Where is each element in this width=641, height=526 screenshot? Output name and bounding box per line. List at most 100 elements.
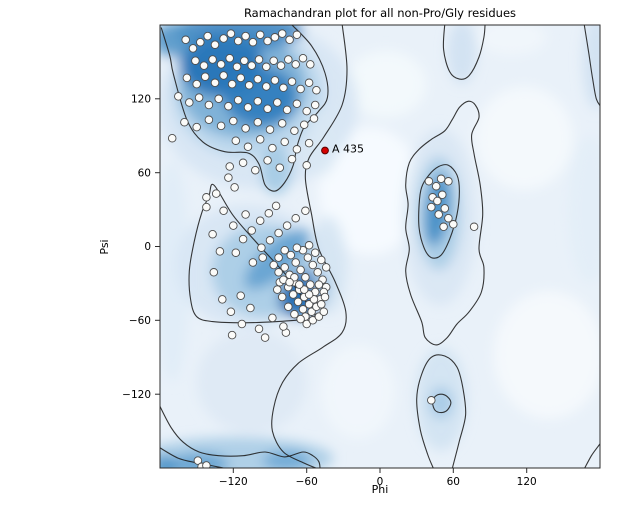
density-blob — [493, 290, 600, 419]
residue-point — [211, 189, 221, 198]
residue-point — [279, 83, 288, 93]
x-tick-label: 60 — [447, 476, 460, 488]
residue-point — [227, 79, 237, 89]
residue-point — [291, 258, 300, 267]
residue-point — [286, 250, 296, 260]
residue-point — [269, 260, 278, 270]
density-blob — [160, 160, 190, 382]
density-blob — [160, 455, 179, 468]
residue-annotation: A 435 — [332, 143, 364, 156]
density-blob — [196, 330, 307, 434]
residue-point — [277, 119, 287, 128]
residue-point — [210, 78, 220, 88]
residue-point — [192, 79, 201, 89]
residue-point — [274, 268, 283, 277]
residue-point — [263, 36, 272, 46]
x-tick-label: 0 — [377, 476, 384, 488]
contour-line — [416, 354, 467, 468]
contour-line — [271, 25, 348, 468]
residue-point — [269, 56, 278, 65]
residue-point — [304, 241, 314, 250]
residue-point — [225, 53, 234, 63]
residue-point — [265, 236, 275, 245]
residue-point — [424, 177, 434, 186]
residue-point — [219, 34, 228, 43]
residue-point — [280, 137, 289, 147]
highlighted-residue-point — [321, 146, 329, 155]
residue-point — [469, 222, 479, 232]
residue-point — [277, 29, 287, 38]
density-blob — [318, 127, 422, 256]
residue-point — [216, 121, 226, 131]
residue-point — [301, 273, 310, 282]
residue-point — [215, 247, 225, 256]
residue-point — [268, 143, 277, 153]
residue-point — [262, 62, 271, 72]
y-tick-label: −60 — [129, 315, 151, 327]
residue-point — [296, 265, 305, 275]
residue-point — [188, 44, 198, 53]
residue-point — [293, 297, 303, 307]
residue-point — [246, 303, 255, 313]
residue-point — [241, 210, 250, 219]
residue-point — [292, 99, 302, 109]
x-tick-label: −60 — [296, 476, 318, 488]
residue-point — [265, 125, 275, 134]
residue-point — [227, 330, 237, 340]
residue-point — [225, 162, 234, 171]
residue-point — [214, 94, 223, 104]
residue-point — [247, 226, 256, 235]
residue-point — [271, 201, 281, 211]
residue-point — [296, 314, 305, 324]
y-axis-label: Psi — [98, 239, 111, 254]
residue-point — [436, 174, 446, 184]
density-blob — [345, 50, 427, 118]
residue-point — [285, 35, 294, 45]
chart-title: Ramachandran plot for all non-Pro/Gly re… — [244, 6, 516, 20]
residue-point — [231, 248, 241, 257]
residue-point — [280, 263, 289, 272]
residue-point — [243, 103, 253, 112]
residue-point — [444, 177, 453, 186]
residue-point — [444, 213, 453, 223]
residue-point — [226, 307, 236, 316]
contour-line — [160, 405, 321, 468]
residue-point — [181, 35, 190, 45]
residue-point — [260, 333, 270, 342]
density-blob — [477, 25, 547, 55]
residue-point — [208, 229, 217, 239]
residue-point — [254, 55, 264, 64]
residue-point — [193, 456, 203, 465]
residue-point — [204, 115, 214, 125]
residue-point — [285, 277, 294, 287]
residue-point — [317, 255, 326, 265]
residue-point — [291, 213, 300, 223]
residue-point — [290, 309, 299, 319]
residue-point — [244, 81, 254, 90]
residue-point — [258, 253, 267, 262]
residue-point — [224, 173, 233, 182]
residue-point — [218, 295, 227, 304]
residue-point — [284, 55, 293, 64]
residue-point — [238, 234, 248, 244]
contour-line — [405, 100, 485, 346]
residue-point — [194, 93, 204, 102]
residue-point — [299, 120, 309, 129]
residue-point — [273, 98, 282, 107]
residue-point — [298, 53, 308, 63]
residue-point — [185, 98, 194, 107]
residue-point — [238, 158, 248, 168]
residue-point — [254, 324, 264, 334]
residue-point — [314, 280, 324, 289]
residue-point — [304, 78, 314, 88]
residue-point — [202, 202, 211, 212]
residue-point — [226, 29, 236, 38]
residue-point — [280, 245, 289, 255]
residue-point — [274, 228, 283, 238]
density-blob — [568, 135, 600, 284]
residue-point — [313, 268, 322, 277]
residue-point — [202, 461, 211, 468]
contour-line — [442, 25, 486, 80]
residue-point — [263, 156, 272, 165]
